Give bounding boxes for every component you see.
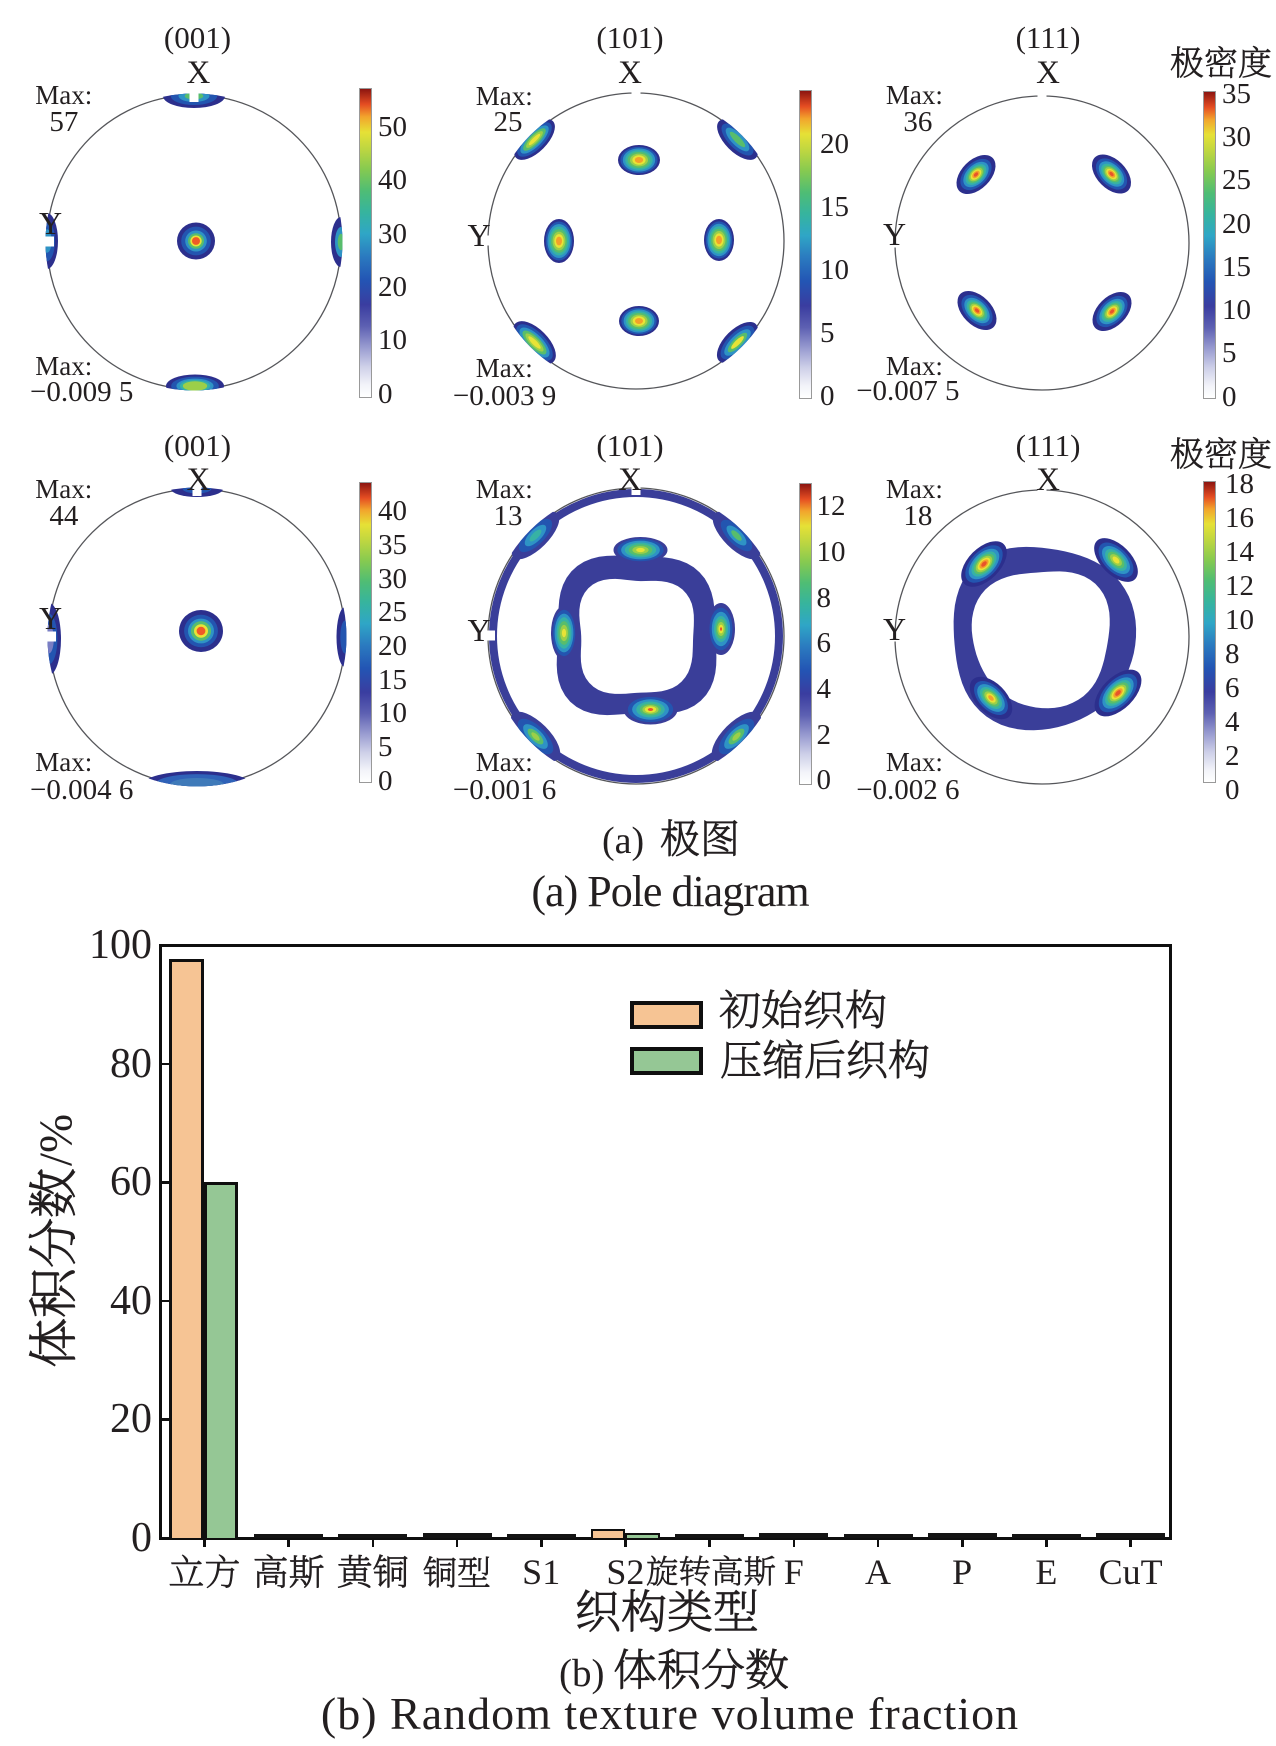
svg-text:/%: /% <box>30 1114 82 1166</box>
